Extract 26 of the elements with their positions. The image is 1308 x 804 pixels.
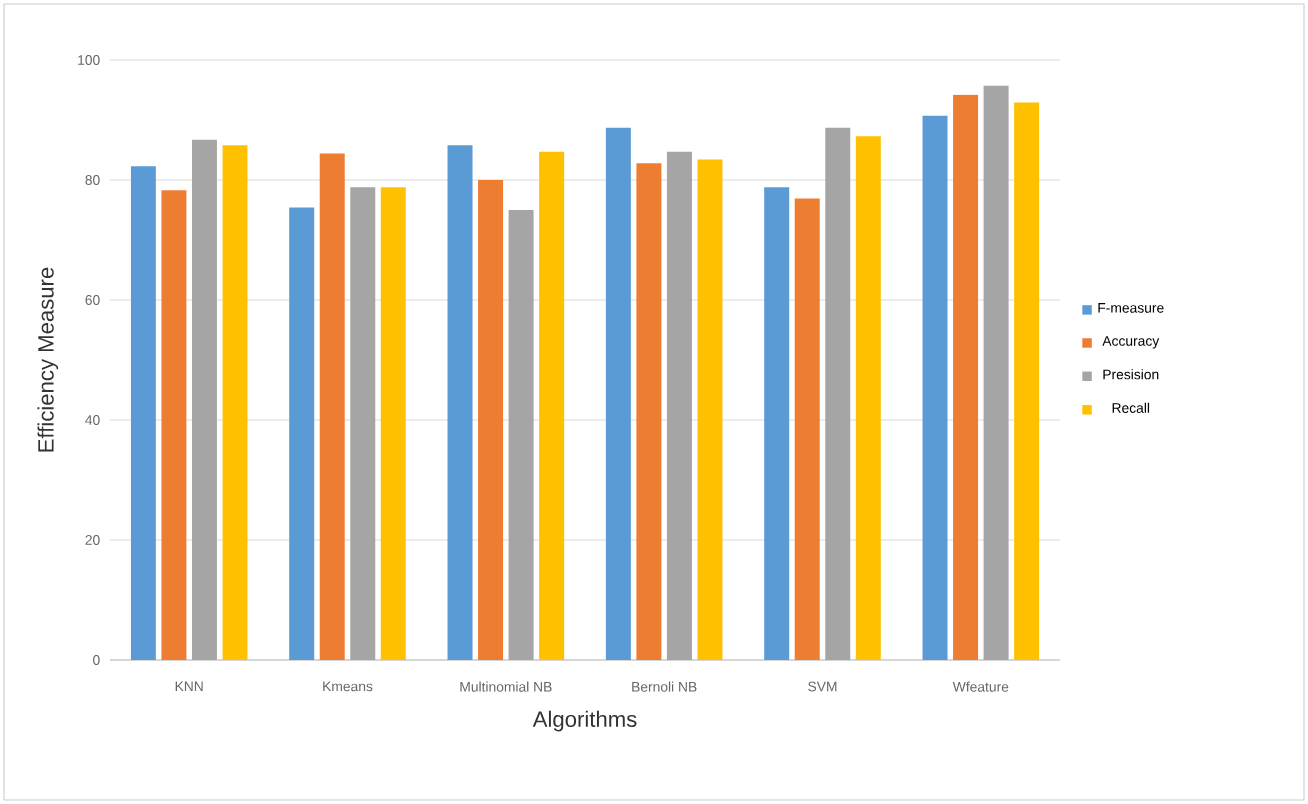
bar [191,139,217,660]
bar [161,190,187,660]
bar [697,159,723,660]
bar [825,127,851,660]
bar [1014,102,1040,660]
bar [922,115,948,660]
bar [605,127,631,660]
bar [130,166,156,660]
y-axis-title: Efficiency Measure [37,267,59,452]
bar [222,145,248,660]
bar [764,187,790,660]
bar [636,163,662,660]
bar [794,198,820,660]
bar [508,209,534,660]
bar [380,187,406,660]
bar [666,151,692,660]
bar [350,187,376,660]
bar [447,145,473,660]
bar [478,179,504,660]
bar [983,85,1009,660]
bar [289,207,315,660]
bar [855,136,881,660]
bar [539,151,565,660]
bar [953,94,979,660]
bar [319,153,345,660]
x-axis-title: Algorithms [532,710,637,732]
